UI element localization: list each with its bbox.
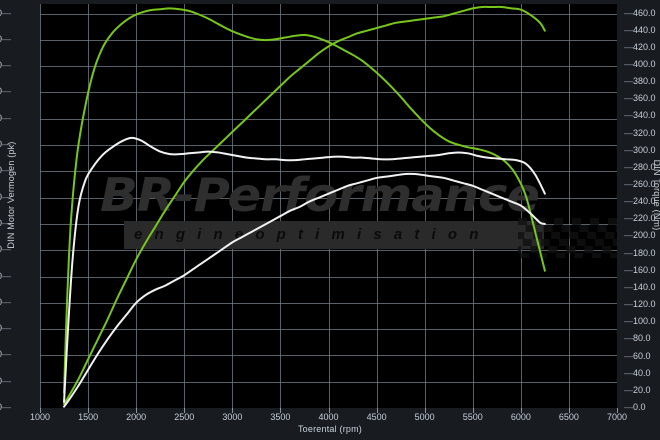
- left-tick-label: 260.0—: [0, 60, 11, 71]
- right-tick-label: —40.0: [624, 367, 651, 378]
- x-tick-label: 4500: [366, 412, 387, 422]
- left-tick-label: 20.0—: [0, 375, 11, 386]
- right-tick-label: —140.0: [624, 281, 656, 292]
- right-tick-label: —0.0: [624, 402, 646, 412]
- left-tick-label: 0.0—: [0, 402, 11, 412]
- gridline-vertical: [184, 4, 185, 408]
- right-tick-label: —240.0: [624, 196, 656, 207]
- gridline-horizontal: [40, 171, 617, 172]
- gridline-vertical: [569, 4, 570, 408]
- gridline-vertical: [377, 4, 378, 408]
- gridline-vertical: [88, 4, 89, 408]
- right-tick-label: —320.0: [624, 127, 656, 138]
- left-tick-label: 200.0—: [0, 139, 11, 150]
- left-tick-label: 180.0—: [0, 165, 11, 176]
- x-tick-label: 5500: [462, 412, 483, 422]
- x-tick-mark: [425, 408, 426, 413]
- left-tick-label: 80.0—: [0, 296, 11, 307]
- x-tick-label: 4000: [318, 412, 339, 422]
- x-axis-title: Toerental (rpm): [297, 424, 363, 434]
- plot-area: BR-Performance e n g i n e o p t i m i s…: [40, 4, 617, 408]
- gridline-vertical: [280, 4, 281, 408]
- curve-power-stock: [63, 172, 546, 408]
- gridline-horizontal: [40, 355, 617, 356]
- gridline-horizontal: [40, 92, 617, 93]
- gridline-vertical: [473, 4, 474, 408]
- gridline-horizontal: [40, 145, 617, 146]
- gridline-horizontal: [40, 250, 617, 251]
- right-tick-label: —460.0: [624, 7, 656, 18]
- left-tick-label: 120.0—: [0, 244, 11, 255]
- right-tick-label: —100.0: [624, 316, 656, 327]
- right-tick-label: —380.0: [624, 76, 656, 87]
- x-tick-mark: [617, 408, 618, 413]
- right-tick-label: —260.0: [624, 179, 656, 190]
- x-tick-label: 6000: [510, 412, 531, 422]
- x-tick-label: 2500: [174, 412, 195, 422]
- right-tick-label: —220.0: [624, 213, 656, 224]
- x-tick-mark: [377, 408, 378, 413]
- left-tick-label: 220.0—: [0, 112, 11, 123]
- gridline-vertical: [136, 4, 137, 408]
- right-tick-label: —180.0: [624, 247, 656, 258]
- x-tick-label: 3000: [222, 412, 243, 422]
- gridline-horizontal: [40, 14, 617, 15]
- left-tick-label: 40.0—: [0, 349, 11, 360]
- right-tick-label: —120.0: [624, 299, 656, 310]
- right-tick-label: —60.0: [624, 350, 651, 361]
- x-tick-mark: [136, 408, 137, 413]
- right-tick-label: —440.0: [624, 24, 656, 35]
- x-tick-label: 6500: [558, 412, 579, 422]
- gridline-horizontal: [40, 119, 617, 120]
- left-tick-label: 100.0—: [0, 270, 11, 281]
- gridline-horizontal: [40, 40, 617, 41]
- x-tick-mark: [473, 408, 474, 413]
- right-tick-label: —300.0: [624, 144, 656, 155]
- left-tick-label: 280.0—: [0, 33, 11, 44]
- left-tick-label: 160.0—: [0, 191, 11, 202]
- curve-power-tuned: [63, 5, 546, 406]
- x-tick-mark: [569, 408, 570, 413]
- gridline-horizontal: [40, 277, 617, 278]
- x-tick-mark: [40, 408, 41, 413]
- x-tick-mark: [184, 408, 185, 413]
- x-tick-mark: [521, 408, 522, 413]
- gridline-horizontal: [40, 198, 617, 199]
- x-tick-label: 3500: [270, 412, 291, 422]
- x-tick-mark: [329, 408, 330, 413]
- right-tick-label: —360.0: [624, 93, 656, 104]
- gridline-horizontal: [40, 329, 617, 330]
- gridline-horizontal: [40, 66, 617, 67]
- right-tick-label: —20.0: [624, 384, 651, 395]
- x-tick-label: 7000: [606, 412, 628, 422]
- x-tick-label: 2000: [126, 412, 147, 422]
- x-tick-label: 5000: [414, 412, 435, 422]
- gridline-horizontal: [40, 303, 617, 304]
- left-tick-label: 240.0—: [0, 86, 11, 97]
- gridline-vertical: [40, 4, 41, 408]
- right-tick-label: —160.0: [624, 264, 656, 275]
- gridline-horizontal: [40, 382, 617, 383]
- curve-layer: [63, 5, 546, 408]
- right-tick-label: —280.0: [624, 161, 656, 172]
- right-tick-label: —420.0: [624, 41, 656, 52]
- x-tick-label: 1500: [78, 412, 99, 422]
- gridline-vertical: [329, 4, 330, 408]
- right-tick-label: —200.0: [624, 230, 656, 241]
- right-tick-label: —80.0: [624, 333, 651, 344]
- gridline-vertical: [232, 4, 233, 408]
- right-tick-label: —340.0: [624, 110, 656, 121]
- left-tick-label: 140.0—: [0, 217, 11, 228]
- left-tick-label: 60.0—: [0, 323, 11, 334]
- left-tick-label: 300.0—: [0, 7, 11, 18]
- x-tick-mark: [232, 408, 233, 413]
- curve-torque-stock: [63, 136, 546, 403]
- right-tick-label: —400.0: [624, 58, 656, 69]
- x-tick-mark: [88, 408, 89, 413]
- x-tick-label: 1000: [29, 412, 51, 422]
- gridline-vertical: [425, 4, 426, 408]
- curve-torque-tuned: [63, 7, 546, 394]
- x-tick-mark: [280, 408, 281, 413]
